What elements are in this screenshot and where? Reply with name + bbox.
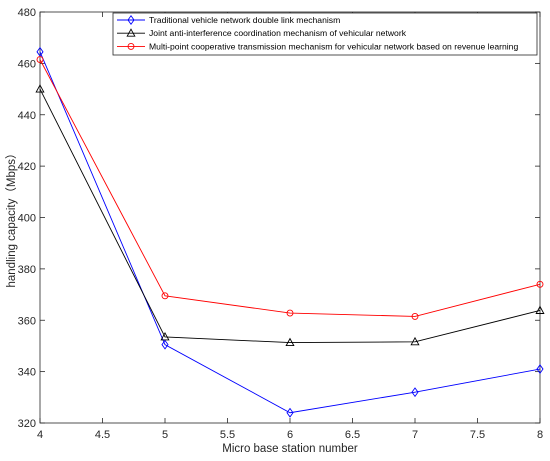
x-axis-label: Micro base station number [222,443,358,455]
series-3 [36,56,544,320]
legend-marker [126,28,136,37]
data-point [411,387,419,398]
data-point [286,407,294,418]
series-1 [36,46,544,418]
series-line [39,51,541,414]
data-point [160,332,170,341]
legend-marker [127,42,135,50]
legend-label: Multi-point cooperative transmission mec… [149,41,518,51]
y-tick-label: 400 [18,213,36,225]
y-tick-label: 460 [18,58,36,70]
legend-box [112,12,538,56]
legend-entry-2: Joint anti-interference coordination mec… [117,28,407,38]
plot-area [39,11,541,424]
legend-entry-1: Traditional vehicle network double link … [117,15,340,25]
legend-marker [127,15,135,25]
data-point [410,336,420,346]
axis-ticks: 4 4.5 5 5.5 6 6.5 7 7.5 8 320 340 360 380 400 420 440 46… [18,7,543,441]
data-point [411,312,419,320]
x-tick-label: 5.5 [220,429,235,441]
x-tick-label: 4.5 [95,429,110,441]
legend-label: Traditional vehicle network double link … [149,15,340,25]
data-point [285,337,295,347]
x-tick-label: 4 [37,429,43,441]
x-tick-label: 8 [537,429,543,441]
data-point [536,364,544,375]
data-point [36,56,44,63]
data-point [161,339,169,350]
data-point [161,292,169,300]
y-tick-label: 320 [18,418,36,430]
data-point [535,305,545,314]
y-axis-label: handling capacity（Mbps） [5,148,18,288]
y-tick-label: 480 [18,7,36,19]
data-point [36,46,44,57]
x-tick-label: 5 [162,429,168,441]
y-tick-label: 360 [18,315,36,327]
series-2 [35,84,545,347]
legend-entry-3: Multi-point cooperative transmission mec… [117,41,518,51]
legend-label: Joint anti-interference coordination mec… [149,28,407,38]
y-tick-label: 340 [18,367,36,379]
data-point [286,309,294,317]
y-tick-label: 440 [18,110,36,122]
x-tick-label: 6 [287,429,293,441]
x-tick-label: 6.5 [345,429,360,441]
y-tick-label: 380 [18,264,36,276]
x-tick-label: 7 [412,429,418,441]
series-line [39,59,541,317]
legend: Traditional vehicle network double link … [112,12,538,56]
series-line [39,88,541,344]
data-point [536,280,544,288]
x-tick-label: 7.5 [470,429,485,441]
series-layer [35,46,545,418]
y-tick-label: 420 [18,161,36,173]
data-point [35,84,45,93]
